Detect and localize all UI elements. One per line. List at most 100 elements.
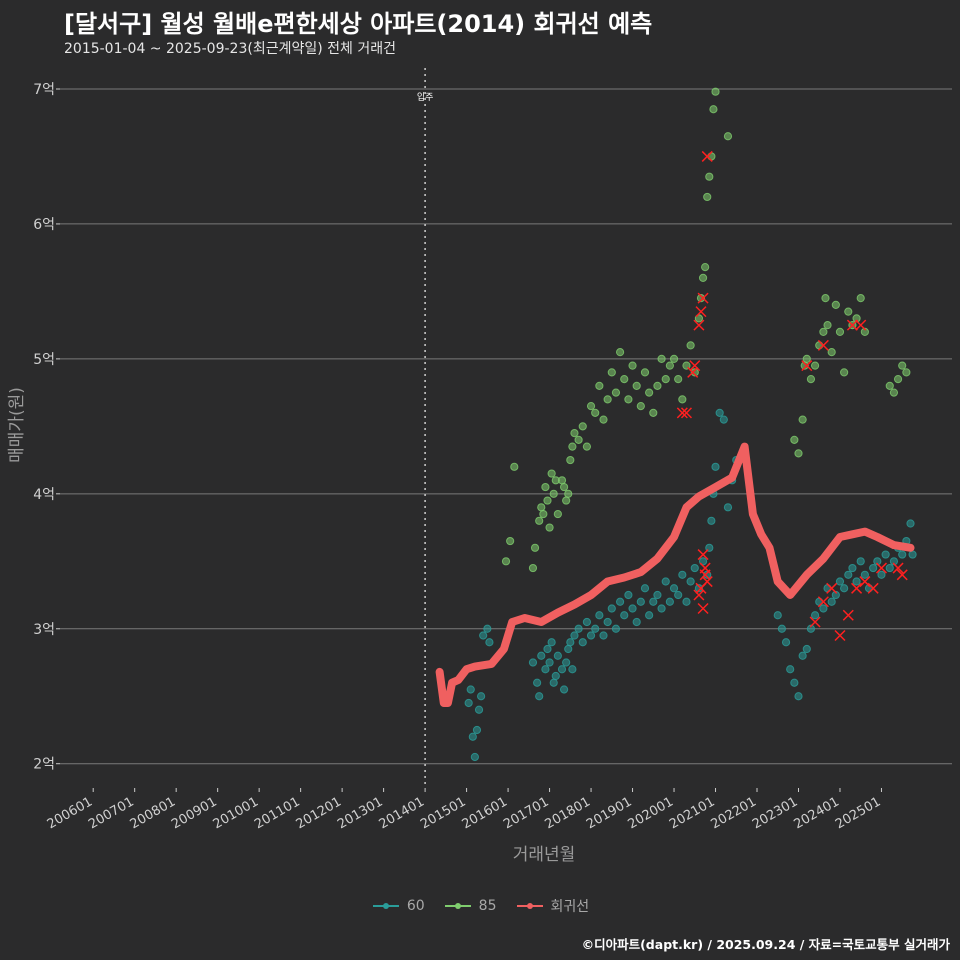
data-point-60 [543, 644, 552, 654]
data-point-60 [723, 503, 733, 512]
data-point-85 [657, 354, 666, 363]
y-axis-title: 매매가(원) [7, 387, 27, 463]
x-tick-label: 201201 [294, 794, 344, 832]
data-point-60 [835, 577, 845, 586]
data-point-60 [547, 638, 556, 647]
data-point-85 [510, 462, 519, 471]
data-point-85 [802, 354, 811, 363]
data-point-60 [860, 570, 869, 579]
data-point-60 [564, 644, 573, 654]
regression-line [435, 442, 915, 707]
x-tick-label: 201501 [418, 794, 468, 832]
x-tick-label: 202501 [833, 794, 883, 832]
data-point-85 [557, 476, 567, 485]
data-point-85 [827, 348, 836, 357]
data-point-85 [806, 375, 816, 384]
x-tick-label: 202001 [626, 794, 676, 832]
data-point-85 [628, 361, 637, 370]
data-point-60 [533, 678, 542, 687]
data-point-85 [570, 428, 579, 438]
data-point-60 [551, 671, 560, 681]
data-point-85 [701, 263, 710, 272]
x-tick-label: 202101 [667, 794, 717, 832]
x-tick-label: 201001 [211, 794, 261, 832]
data-point-85 [669, 354, 679, 363]
x-tick-label: 202301 [750, 794, 800, 832]
data-point-85 [528, 563, 538, 573]
data-point-60 [578, 638, 587, 647]
data-point-60 [669, 584, 679, 593]
data-point-85 [632, 381, 641, 390]
data-point-60 [472, 725, 482, 735]
data-point-85 [562, 496, 571, 505]
x-axis-title: 거래년월 [513, 845, 576, 865]
highlight-marker [699, 569, 711, 581]
data-point-60 [479, 631, 488, 640]
legend-label-regression: 회귀선 [550, 899, 590, 915]
highlight-marker [680, 407, 693, 419]
annotation-label: 입주 [417, 91, 434, 103]
highlight-marker [817, 339, 829, 351]
data-point-85 [790, 435, 799, 444]
data-point-60 [906, 519, 915, 528]
x-tick-label: 201701 [501, 794, 551, 832]
data-point-85 [599, 415, 608, 424]
highlight-marker [697, 549, 709, 561]
data-point-60 [549, 678, 558, 687]
highlight-marker [701, 150, 713, 162]
data-point-85 [819, 327, 828, 336]
highlight-marker [693, 589, 705, 601]
highlight-marker [842, 609, 854, 621]
data-point-60 [466, 685, 475, 694]
data-point-60 [665, 597, 674, 606]
data-point-85 [678, 395, 687, 404]
data-point-85 [703, 192, 712, 202]
data-point-60 [686, 577, 695, 586]
highlight-marker [801, 360, 813, 372]
data-point-60 [545, 658, 554, 667]
data-point-85 [543, 496, 552, 505]
highlight-marker [809, 616, 821, 628]
data-point-85 [539, 509, 548, 519]
data-point-60 [881, 550, 890, 559]
data-point-85 [620, 375, 629, 384]
data-point-85 [798, 415, 807, 424]
data-point-85 [665, 361, 674, 370]
data-point-60 [595, 611, 604, 620]
data-point-85 [537, 503, 546, 512]
data-point-85 [564, 489, 573, 498]
data-point-60 [869, 563, 878, 573]
data-point-60 [611, 624, 621, 633]
data-point-85 [821, 294, 830, 303]
highlight-marker [859, 576, 871, 588]
data-point-60 [559, 685, 569, 694]
data-point-85 [694, 314, 704, 323]
data-point-60 [599, 631, 608, 640]
data-point-60 [566, 638, 575, 647]
data-point-60 [607, 604, 616, 613]
data-point-60 [840, 584, 849, 593]
data-point-85 [566, 455, 575, 465]
data-point-60 [790, 678, 799, 687]
data-point-85 [696, 294, 706, 303]
highlight-marker [687, 366, 699, 378]
legend-item-60: 60 [371, 896, 425, 916]
data-point-85 [591, 408, 600, 417]
highlight-marker [693, 319, 705, 331]
data-point-85 [711, 87, 720, 96]
data-point-60 [827, 597, 836, 606]
data-point-60 [703, 570, 712, 579]
y-tick-label: 3억 [33, 622, 55, 638]
legend-key-85-icon [444, 903, 471, 909]
data-point-85 [823, 321, 832, 330]
x-tick-label: 200901 [169, 794, 219, 832]
highlight-marker [697, 292, 709, 304]
data-point-85 [898, 361, 907, 370]
data-point-60 [690, 563, 699, 573]
legend-item-85: 85 [443, 896, 497, 916]
data-point-85 [624, 395, 633, 404]
data-point-60 [485, 638, 494, 647]
data-point-85 [661, 375, 670, 384]
data-point-85 [885, 381, 894, 390]
data-point-60 [810, 611, 820, 620]
